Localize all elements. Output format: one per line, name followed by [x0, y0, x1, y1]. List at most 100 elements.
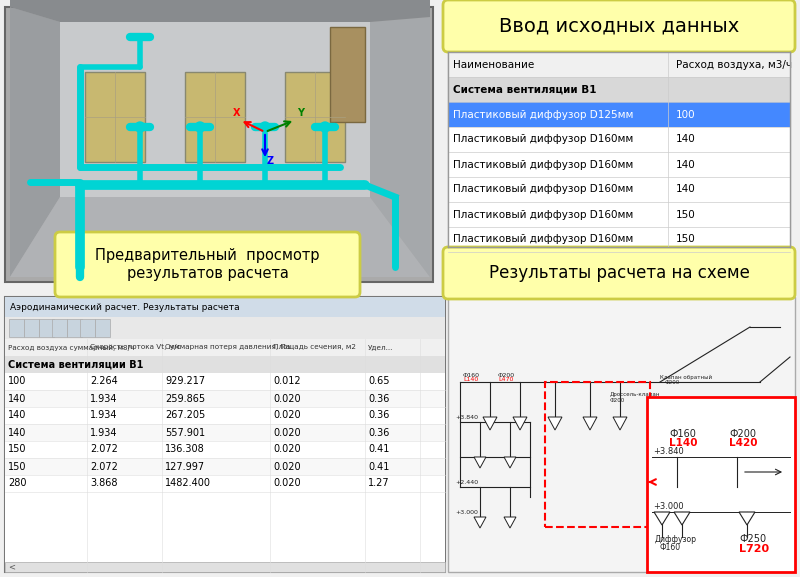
FancyBboxPatch shape [5, 356, 445, 373]
Text: 0.020: 0.020 [273, 444, 301, 455]
Text: Ф200: Ф200 [498, 373, 515, 378]
FancyBboxPatch shape [647, 397, 795, 572]
Text: Пластиковый диффузор D125мм: Пластиковый диффузор D125мм [453, 110, 634, 119]
Polygon shape [504, 517, 516, 528]
Text: 3.868: 3.868 [90, 478, 118, 489]
Text: Ф160: Ф160 [669, 429, 696, 439]
Text: Расход воздуха суммарный, м3/ч: Расход воздуха суммарный, м3/ч [8, 344, 134, 351]
Text: L140: L140 [669, 438, 698, 448]
FancyBboxPatch shape [95, 319, 110, 337]
FancyBboxPatch shape [285, 72, 345, 162]
Text: 0.020: 0.020 [273, 394, 301, 403]
Text: 280: 280 [8, 478, 26, 489]
FancyBboxPatch shape [443, 247, 795, 299]
Polygon shape [583, 417, 597, 430]
Text: Результаты расчета на схеме: Результаты расчета на схеме [489, 264, 750, 282]
Text: Z: Z [267, 156, 274, 166]
Polygon shape [10, 7, 60, 277]
Text: +3.000: +3.000 [653, 502, 684, 511]
Polygon shape [474, 517, 486, 528]
Text: 557.901: 557.901 [165, 428, 205, 437]
Text: 150: 150 [8, 462, 26, 471]
Text: 150: 150 [8, 444, 26, 455]
Text: 259.865: 259.865 [165, 394, 205, 403]
Text: 0.65: 0.65 [368, 377, 390, 387]
Text: Y: Y [297, 108, 304, 118]
Polygon shape [513, 417, 527, 430]
Text: L420: L420 [729, 438, 758, 448]
Polygon shape [613, 417, 627, 430]
Text: +3.840: +3.840 [455, 415, 478, 420]
FancyBboxPatch shape [448, 152, 790, 177]
Text: Система вентиляции В1: Система вентиляции В1 [8, 359, 143, 369]
Text: Система вентиляции В1: Система вентиляции В1 [453, 84, 597, 95]
Text: Аэродинамический расчет. Результаты расчета: Аэродинамический расчет. Результаты расч… [10, 302, 240, 312]
Text: 140: 140 [8, 394, 26, 403]
FancyBboxPatch shape [443, 0, 795, 52]
Polygon shape [504, 457, 516, 468]
Text: 0.020: 0.020 [273, 410, 301, 421]
Text: L140: L140 [463, 377, 478, 382]
Text: Суммарная потеря давления, Па: Суммарная потеря давления, Па [165, 344, 290, 350]
Text: 140: 140 [676, 185, 696, 194]
FancyBboxPatch shape [5, 475, 445, 492]
FancyBboxPatch shape [448, 102, 790, 127]
FancyBboxPatch shape [5, 7, 433, 282]
FancyBboxPatch shape [448, 52, 790, 247]
FancyBboxPatch shape [5, 441, 445, 458]
Text: Наименование: Наименование [453, 59, 534, 69]
Text: X: X [233, 108, 241, 118]
Polygon shape [60, 22, 370, 197]
Text: Диффузор: Диффузор [655, 535, 697, 544]
FancyBboxPatch shape [5, 339, 445, 356]
Text: Ввод исходных данных: Ввод исходных данных [499, 17, 739, 36]
FancyBboxPatch shape [5, 339, 445, 572]
FancyBboxPatch shape [80, 319, 95, 337]
Text: 1.934: 1.934 [90, 394, 118, 403]
Text: Ф160: Ф160 [659, 543, 680, 552]
Text: 0.012: 0.012 [273, 377, 301, 387]
Text: Ф250: Ф250 [739, 534, 766, 544]
FancyBboxPatch shape [5, 458, 445, 475]
Polygon shape [654, 512, 670, 525]
Text: 0.020: 0.020 [273, 478, 301, 489]
Text: 136.308: 136.308 [165, 444, 205, 455]
Polygon shape [739, 512, 755, 525]
Polygon shape [674, 512, 690, 525]
Text: Площадь сечения, м2: Площадь сечения, м2 [273, 344, 356, 350]
Text: Клапан обратный: Клапан обратный [660, 375, 712, 380]
FancyBboxPatch shape [448, 177, 790, 202]
FancyBboxPatch shape [67, 319, 82, 337]
Text: 2.072: 2.072 [90, 462, 118, 471]
Text: 2.264: 2.264 [90, 377, 118, 387]
Text: L720: L720 [739, 544, 769, 554]
Text: +3.840: +3.840 [653, 447, 684, 456]
Circle shape [320, 122, 330, 132]
Polygon shape [548, 417, 562, 430]
Text: +2.440: +2.440 [455, 480, 478, 485]
FancyBboxPatch shape [448, 297, 795, 572]
FancyBboxPatch shape [448, 127, 790, 152]
Text: Пластиковый диффузор D160мм: Пластиковый диффузор D160мм [453, 185, 634, 194]
Text: Пластиковый диффузор D160мм: Пластиковый диффузор D160мм [453, 134, 634, 144]
Text: Скорость потока Vt, м/с: Скорость потока Vt, м/с [90, 344, 181, 350]
Text: <: < [8, 563, 15, 571]
Polygon shape [474, 457, 486, 468]
FancyBboxPatch shape [5, 407, 445, 424]
FancyBboxPatch shape [52, 319, 67, 337]
Circle shape [195, 122, 205, 132]
FancyBboxPatch shape [5, 297, 445, 572]
Text: 140: 140 [676, 159, 696, 170]
FancyBboxPatch shape [5, 390, 445, 407]
Text: 0.020: 0.020 [273, 428, 301, 437]
FancyBboxPatch shape [55, 232, 360, 297]
FancyBboxPatch shape [5, 562, 445, 572]
Text: 140: 140 [8, 410, 26, 421]
FancyBboxPatch shape [448, 77, 790, 102]
Text: 127.997: 127.997 [165, 462, 205, 471]
FancyBboxPatch shape [9, 319, 24, 337]
Text: Пластиковый диффузор D160мм: Пластиковый диффузор D160мм [453, 209, 634, 219]
Text: Ф200: Ф200 [729, 429, 756, 439]
Polygon shape [483, 417, 497, 430]
FancyBboxPatch shape [5, 297, 445, 317]
